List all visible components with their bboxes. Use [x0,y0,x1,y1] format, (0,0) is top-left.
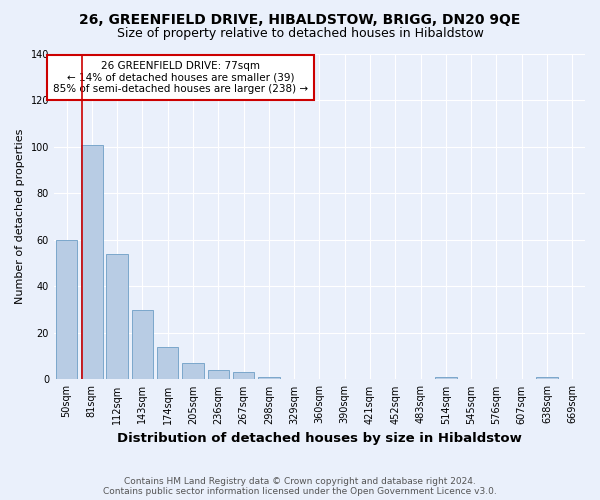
Bar [258,377,280,380]
Bar [157,347,178,380]
Y-axis label: Number of detached properties: Number of detached properties [15,129,25,304]
Text: 26, GREENFIELD DRIVE, HIBALDSTOW, BRIGG, DN20 9QE: 26, GREENFIELD DRIVE, HIBALDSTOW, BRIGG,… [79,12,521,26]
Text: Size of property relative to detached houses in Hibaldstow: Size of property relative to detached ho… [116,28,484,40]
Bar [435,377,457,380]
Bar [106,254,128,380]
Bar [56,240,77,380]
Text: Contains public sector information licensed under the Open Government Licence v3: Contains public sector information licen… [103,487,497,496]
Bar [182,363,204,380]
Bar [131,310,153,380]
Text: 26 GREENFIELD DRIVE: 77sqm
← 14% of detached houses are smaller (39)
85% of semi: 26 GREENFIELD DRIVE: 77sqm ← 14% of deta… [53,61,308,94]
X-axis label: Distribution of detached houses by size in Hibaldstow: Distribution of detached houses by size … [117,432,522,445]
Bar [81,144,103,380]
Bar [208,370,229,380]
Bar [233,372,254,380]
Text: Contains HM Land Registry data © Crown copyright and database right 2024.: Contains HM Land Registry data © Crown c… [124,478,476,486]
Bar [536,377,558,380]
